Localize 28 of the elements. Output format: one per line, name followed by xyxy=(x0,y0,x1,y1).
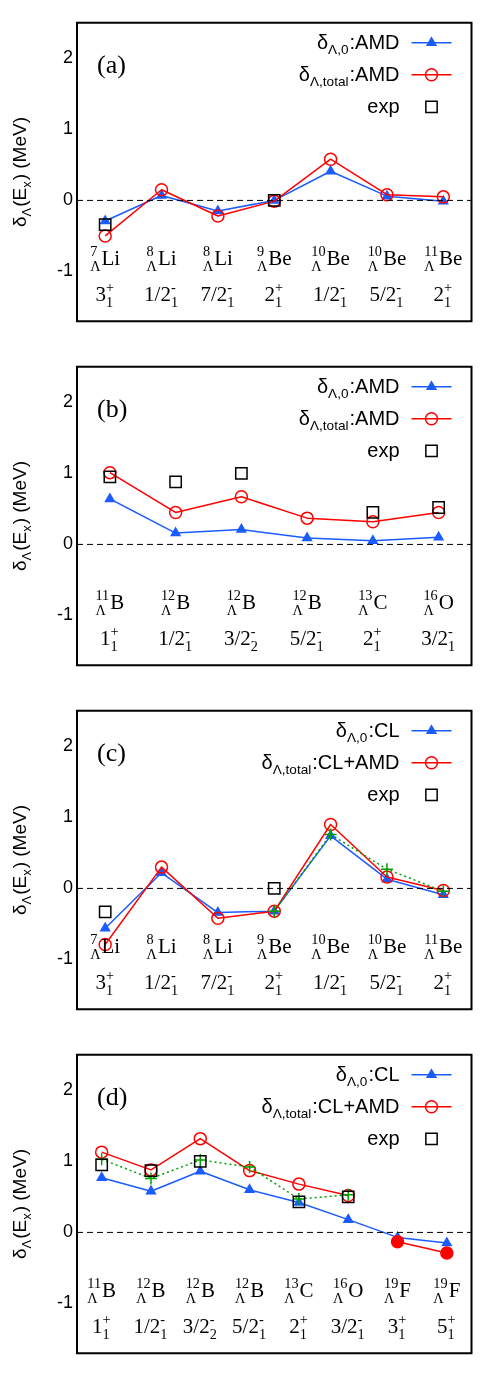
y-tick-label: -1 xyxy=(56,1292,73,1313)
legend-label: exp xyxy=(367,94,400,117)
y-tick-label: 0 xyxy=(62,533,73,554)
y-tick-label: 0 xyxy=(62,189,73,210)
y-tick-label: 0 xyxy=(62,877,73,898)
text: (b) xyxy=(97,393,128,423)
y-tick-label: 2 xyxy=(62,735,73,756)
y-tick-label: 1 xyxy=(62,806,73,827)
y-tick-label: -1 xyxy=(56,260,73,281)
y-tick-label: 1 xyxy=(62,118,73,139)
y-tick-label: 2 xyxy=(62,47,73,68)
y-axis-title: δΛ(Ex) (MeV) xyxy=(9,117,35,227)
y-tick-label: 2 xyxy=(62,391,73,412)
legend-label: exp xyxy=(367,782,400,805)
legend-label: exp xyxy=(367,1126,400,1149)
text: (c) xyxy=(97,737,126,767)
y-tick-label: 0 xyxy=(62,1221,73,1242)
y-axis-title: δΛ(Ex) (MeV) xyxy=(9,805,35,915)
y-tick-label: -1 xyxy=(56,604,73,625)
text: (d) xyxy=(97,1081,128,1111)
text: (a) xyxy=(97,49,126,79)
y-axis-title: δΛ(Ex) (MeV) xyxy=(9,461,35,571)
y-axis-title: δΛ(Ex) (MeV) xyxy=(9,1149,35,1259)
legend-label: exp xyxy=(367,438,400,461)
y-tick-label: 1 xyxy=(62,1150,73,1171)
y-tick-label: -1 xyxy=(56,948,73,969)
y-tick-label: 1 xyxy=(62,462,73,483)
y-tick-label: 2 xyxy=(62,1079,73,1100)
